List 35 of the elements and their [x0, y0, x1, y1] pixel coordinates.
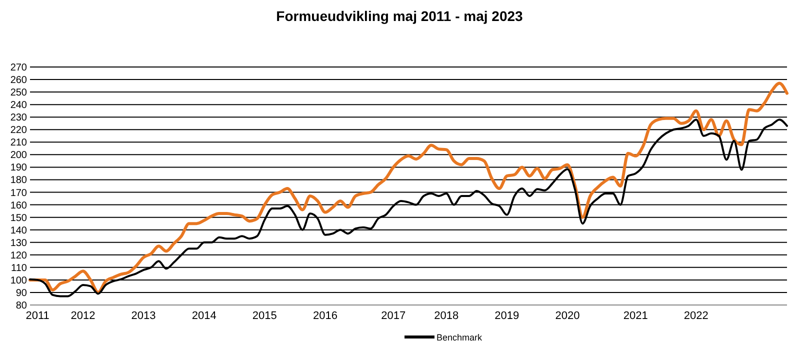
y-tick-label: 240 — [10, 100, 28, 112]
x-tick-label: 2017 — [381, 310, 406, 322]
x-tick-label: 2014 — [192, 310, 216, 322]
y-tick-label: 230 — [10, 112, 28, 124]
y-tick-label: 180 — [10, 175, 28, 186]
x-tick-label: 2019 — [494, 310, 520, 322]
y-tick-label: 130 — [10, 238, 28, 249]
y-tick-label: 250 — [10, 88, 28, 99]
chart-title: Formueudvikling maj 2011 - maj 2023 — [276, 8, 524, 24]
y-tick-label: 100 — [10, 275, 28, 286]
y-tick-label: 190 — [10, 162, 28, 174]
y-tick-label: 270 — [10, 62, 28, 74]
line-series — [28, 82, 788, 294]
x-tick-label: 2016 — [312, 310, 338, 322]
x-tick-label: 2011 — [26, 310, 50, 322]
y-tick-label: 160 — [10, 200, 28, 212]
y-tick-label: 80 — [16, 300, 28, 312]
y-tick-label: 150 — [10, 212, 28, 224]
x-tick-label: 2020 — [555, 310, 580, 322]
x-tick-label: 2022 — [684, 310, 708, 322]
y-tick-label: 110 — [11, 262, 28, 274]
y-tick-label: 140 — [10, 225, 28, 236]
y-tick-label: 220 — [10, 125, 28, 136]
legend-label: Benchmark — [436, 332, 483, 342]
y-tick-label: 200 — [10, 150, 28, 162]
y-tick-label: 170 — [10, 188, 28, 199]
x-tick-label: 2021 — [623, 310, 648, 322]
x-tick-label: 2018 — [434, 310, 459, 322]
y-tick-label: 90 — [16, 288, 28, 299]
x-tick-label: 2012 — [70, 310, 96, 322]
y-tick-label: 210 — [10, 138, 28, 149]
x-tick-label: 2015 — [252, 310, 277, 322]
x-tick-label: 2013 — [131, 310, 156, 322]
y-tick-label: 260 — [10, 75, 28, 86]
y-tick-label: 120 — [10, 250, 28, 262]
